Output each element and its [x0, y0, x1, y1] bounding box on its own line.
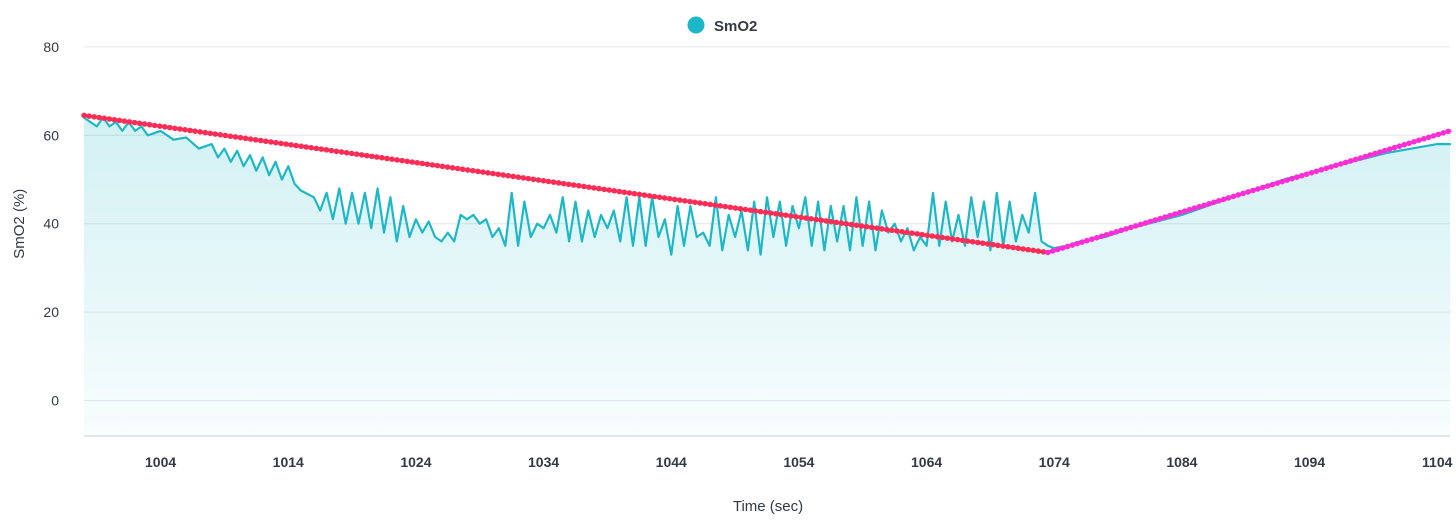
x-tick-label: 1084	[1166, 454, 1197, 470]
x-tick-label: 1034	[528, 454, 559, 470]
trend-dots-1	[81, 112, 1051, 256]
series-layer	[82, 116, 1452, 256]
x-tick-label: 1074	[1039, 454, 1070, 470]
y-tick-label: 0	[51, 393, 59, 409]
trend-dots-2	[1045, 128, 1453, 256]
legend: SmO2	[687, 16, 757, 35]
legend-marker	[687, 16, 705, 34]
legend-label: SmO2	[714, 18, 757, 35]
axes: 0 20 40 60 80 1004 1014 1024 1034 1044 1054 1064 107…	[11, 39, 1453, 515]
x-axis-title: Time (sec)	[733, 498, 803, 515]
smo2-line	[82, 116, 1452, 256]
trend-layer	[81, 112, 1453, 256]
y-axis-title: SmO2 (%)	[11, 189, 28, 259]
x-tick-label: 1024	[400, 454, 431, 470]
y-tick-label: 40	[43, 216, 59, 232]
y-tick-label: 20	[43, 304, 59, 320]
y-tick-label: 60	[43, 127, 59, 143]
y-tick-label: 80	[43, 39, 59, 55]
x-tick-label: 1004	[145, 454, 176, 470]
x-tick-label: 1094	[1294, 454, 1325, 470]
smo2-area	[84, 117, 1450, 436]
x-tick-label: 1054	[783, 454, 814, 470]
area-layer	[84, 117, 1450, 436]
x-tick-label: 1014	[273, 454, 304, 470]
x-tick-label: 1064	[911, 454, 942, 470]
x-tick-label: 1104	[1422, 454, 1453, 470]
x-tick-label: 1044	[656, 454, 687, 470]
